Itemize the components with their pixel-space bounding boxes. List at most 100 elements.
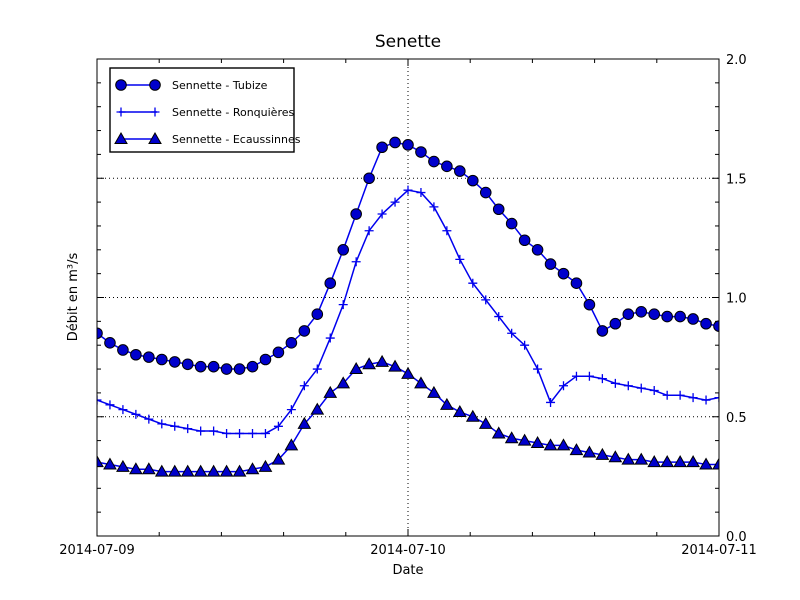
data-point-marker [414, 376, 428, 389]
data-point-marker [504, 431, 519, 444]
data-point-marker [634, 452, 649, 465]
legend-marker-sample [114, 131, 128, 144]
data-point-marker [338, 300, 348, 310]
data-point-marker [273, 421, 283, 431]
data-point-marker [183, 424, 193, 434]
data-point-marker [429, 202, 439, 212]
data-point-marker [207, 360, 220, 373]
y-tick-label: 0.0 [726, 530, 747, 545]
data-point-marker [389, 136, 401, 149]
data-point-marker [569, 443, 584, 456]
data-point-marker [455, 254, 465, 264]
data-point-marker [336, 376, 351, 389]
data-point-marker [105, 400, 115, 410]
data-point-marker [479, 186, 492, 199]
y-tick-label: 2.0 [726, 53, 747, 68]
data-point-marker [390, 197, 400, 207]
data-point-marker [97, 395, 102, 405]
data-point-marker [518, 234, 531, 247]
data-point-marker [143, 351, 155, 363]
y-tick-label: 0.5 [726, 411, 747, 426]
data-point-marker [531, 244, 544, 256]
y-axis-label: Débit en m³/s [66, 253, 81, 342]
data-point-marker [206, 464, 221, 477]
chart-title: Senette [375, 32, 441, 52]
data-point-marker [209, 426, 219, 436]
data-point-marker [544, 258, 557, 270]
series-sennette-tubize [97, 136, 719, 375]
data-point-marker [376, 141, 388, 154]
data-point-marker [196, 426, 206, 436]
data-point-marker [131, 409, 141, 419]
data-point-marker [388, 359, 402, 372]
data-point-marker [556, 438, 571, 451]
data-point-marker [232, 464, 247, 477]
data-point-marker [363, 172, 375, 185]
data-point-marker [661, 310, 673, 323]
axes-frame [96, 58, 720, 537]
data-point-marker [181, 358, 194, 371]
data-point-marker [285, 337, 298, 349]
data-point-marker [582, 445, 597, 458]
data-point-marker [713, 320, 719, 332]
data-point-marker [157, 419, 167, 429]
series-sennette-ecaussinnes [97, 354, 719, 477]
data-point-marker [608, 450, 623, 463]
data-point-marker [248, 428, 257, 438]
data-point-marker [103, 457, 117, 470]
data-point-marker [403, 185, 413, 195]
data-point-marker [351, 257, 361, 267]
data-point-marker [699, 457, 713, 470]
data-point-marker [507, 328, 517, 338]
data-point-marker [465, 409, 480, 422]
data-point-marker [520, 340, 530, 350]
data-point-marker [700, 317, 712, 330]
data-point-marker [130, 348, 142, 361]
data-point-marker [559, 381, 568, 391]
data-point-marker [468, 278, 478, 288]
data-point-marker [492, 203, 505, 216]
data-point-marker [621, 452, 636, 465]
data-point-marker [271, 452, 286, 465]
data-point-marker [416, 188, 426, 198]
plot-area: 0.0 0.5 1.0 1.5 2.0 2014-07-09 2014-07-10 2014-… [59, 53, 757, 558]
data-point-marker [259, 353, 272, 366]
data-point-marker [116, 459, 130, 472]
data-point-marker [97, 455, 104, 468]
data-point-marker [337, 244, 350, 256]
data-point-marker [505, 217, 518, 230]
data-point-marker [349, 362, 364, 375]
legend: Sennette - Tubize Sennette - Ronquières … [109, 67, 301, 153]
data-point-marker [686, 455, 700, 468]
data-point-marker [117, 344, 129, 356]
data-point-marker [299, 381, 309, 391]
data-point-marker [375, 354, 389, 367]
data-point-marker [180, 464, 195, 477]
data-point-marker [272, 346, 285, 359]
data-point-marker [258, 459, 273, 472]
legend-marker-sample [148, 131, 162, 144]
data-point-marker [222, 428, 232, 438]
data-point-marker [466, 174, 479, 187]
data-point-marker [323, 385, 338, 398]
data-point-marker [647, 455, 662, 468]
data-point-marker [286, 405, 296, 415]
data-point-marker [595, 447, 610, 460]
data-point-marker [481, 295, 491, 305]
x-axis-label: Date [392, 563, 423, 578]
data-point-marker [533, 364, 543, 374]
data-point-marker [674, 310, 686, 323]
data-point-marker [155, 353, 168, 366]
data-point-marker [312, 364, 322, 374]
x-tick-label: 2014-07-09 [59, 543, 135, 558]
legend-marker-sample [149, 79, 161, 91]
data-point-marker [245, 462, 260, 475]
data-point-marker [284, 438, 299, 451]
data-point-marker [97, 327, 103, 340]
data-point-marker [350, 208, 362, 220]
data-point-marker [193, 464, 208, 477]
data-point-marker [168, 356, 181, 368]
data-point-marker [714, 393, 719, 403]
